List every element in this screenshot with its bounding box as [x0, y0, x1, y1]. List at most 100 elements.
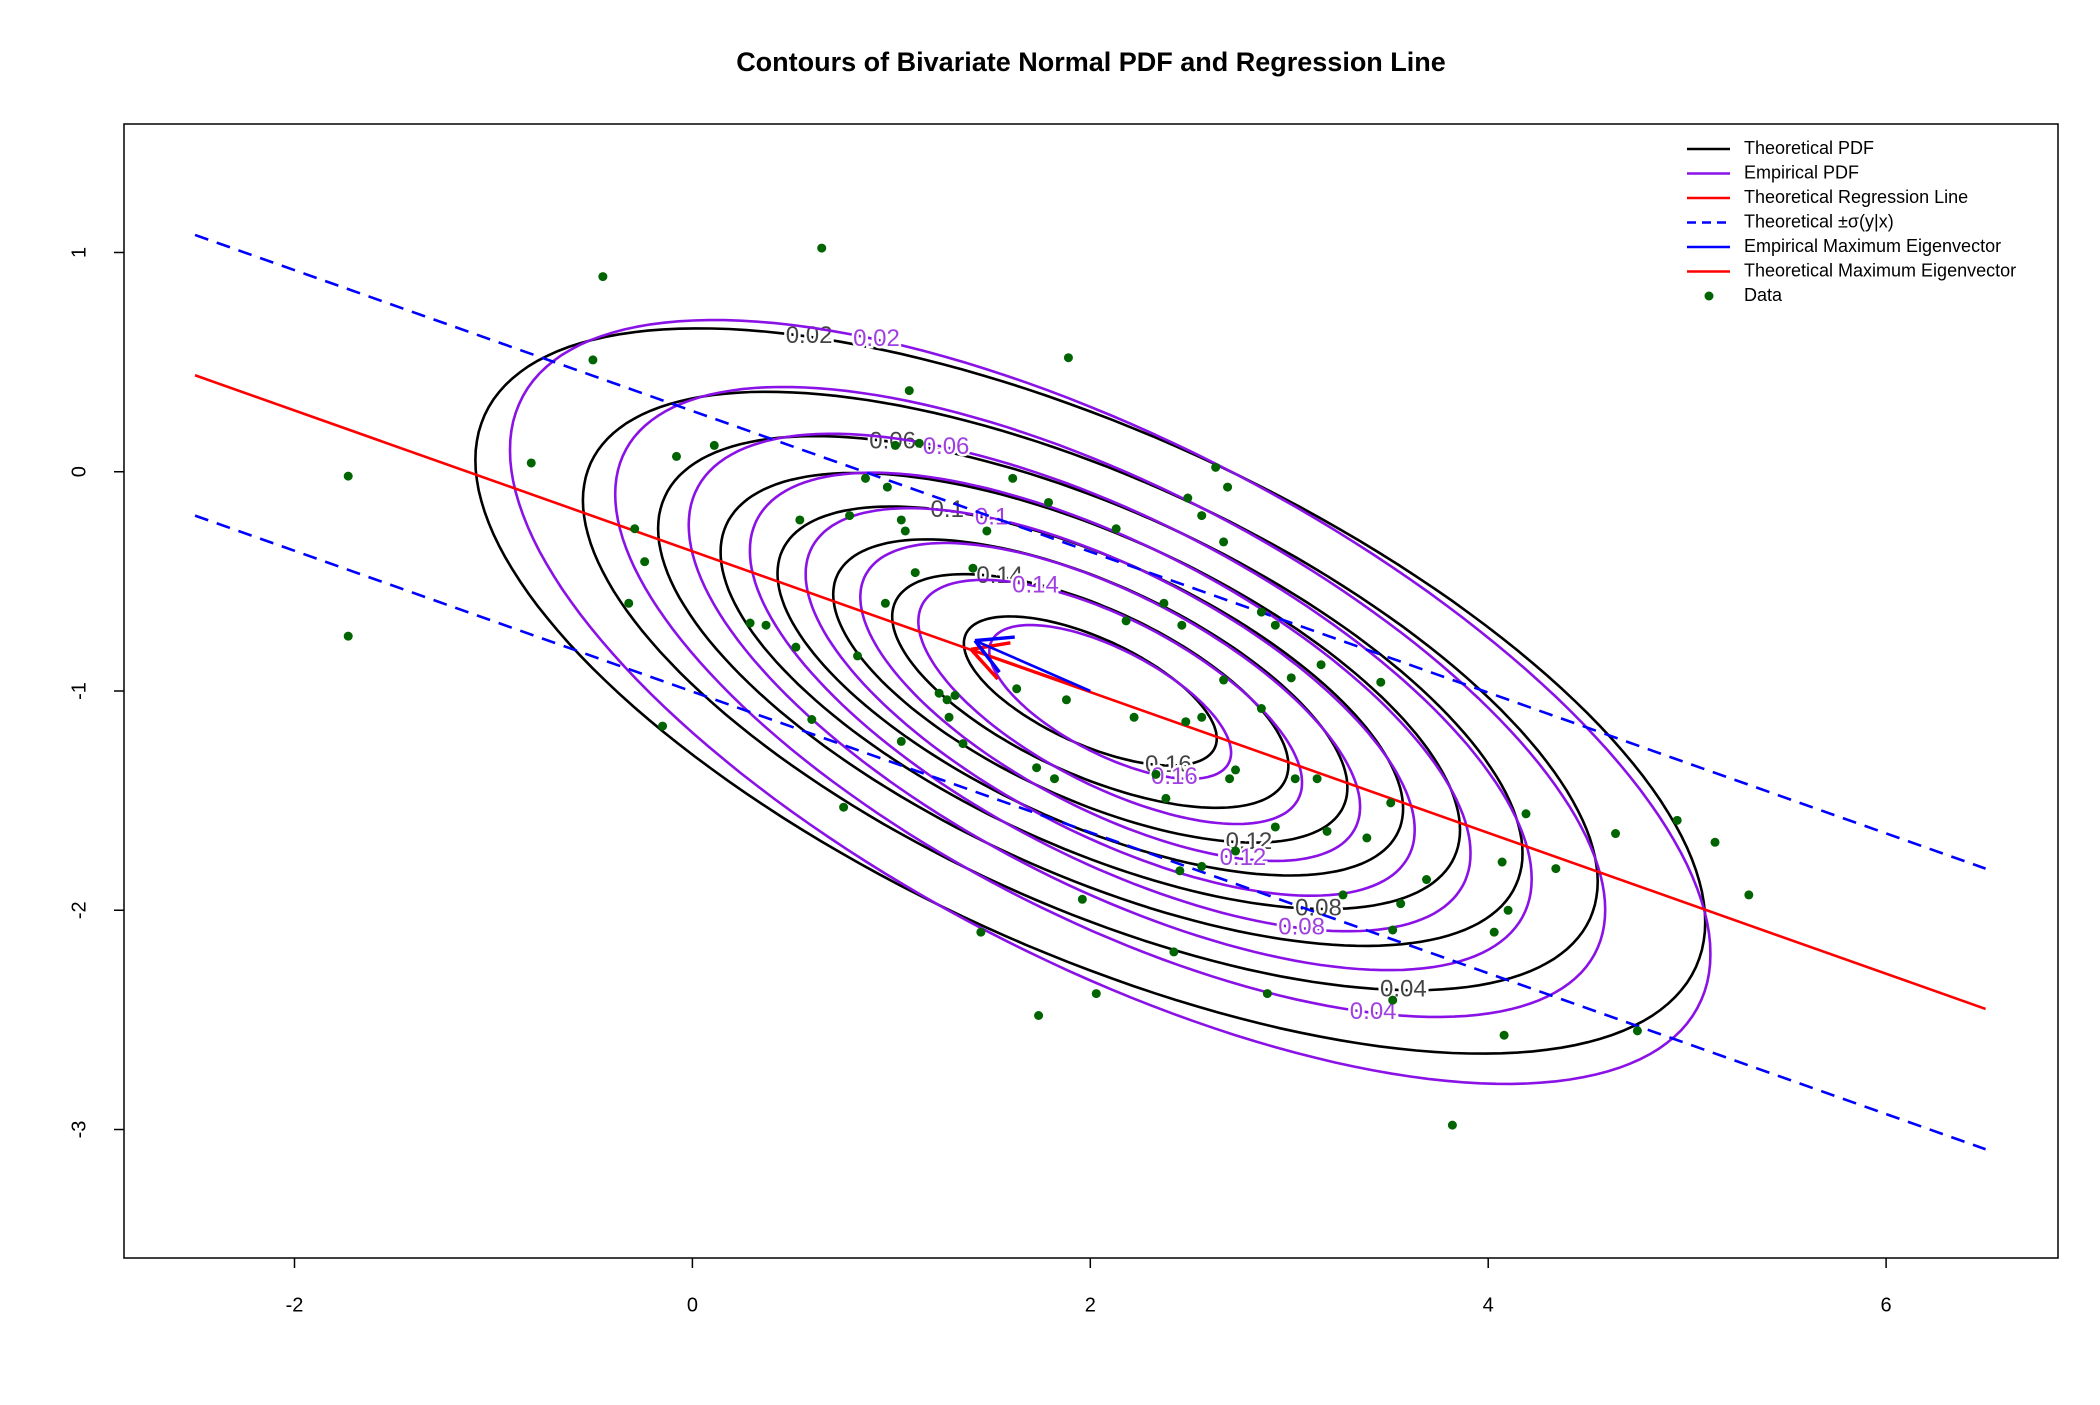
data-point — [1181, 717, 1191, 727]
legend-label: Empirical PDF — [1744, 162, 1859, 182]
data-point — [890, 440, 900, 450]
data-point — [1503, 905, 1513, 915]
data-point — [896, 736, 906, 746]
data-point — [1521, 809, 1531, 819]
chart-title: Contours of Bivariate Normal PDF and Reg… — [736, 47, 1446, 77]
data-point — [1032, 763, 1042, 773]
contour-line — [748, 471, 1472, 933]
data-point — [1270, 620, 1280, 630]
data-point — [343, 631, 353, 641]
data-point — [624, 598, 634, 608]
contour-line — [719, 471, 1462, 911]
contour-label: 0.1 — [975, 503, 1008, 530]
contour-label: 0.04 — [1380, 975, 1427, 1002]
x-tick-label: -2 — [286, 1294, 304, 1316]
data-point — [1231, 846, 1241, 856]
plot-area: 0.020.040.060.080.10.120.140.160.020.040… — [194, 233, 1987, 1151]
contour-label: 0.02 — [853, 325, 900, 352]
data-point — [761, 620, 771, 630]
contour-line — [474, 327, 1707, 1055]
contour-label: 0.14 — [1012, 571, 1059, 598]
data-point — [588, 355, 598, 365]
x-tick-label: 2 — [1085, 1294, 1096, 1316]
data-point — [658, 721, 668, 731]
data-point — [1012, 684, 1022, 694]
data-point — [1270, 822, 1280, 832]
data-point — [1169, 947, 1179, 957]
contour-line — [656, 434, 1524, 948]
data-point — [1497, 857, 1507, 867]
data-point — [958, 739, 968, 749]
data-point — [1322, 826, 1332, 836]
data-point — [904, 386, 914, 396]
y-tick-label: 0 — [68, 466, 90, 477]
data-point — [1223, 482, 1233, 492]
data-point — [795, 515, 805, 525]
legend-label: Theoretical Regression Line — [1744, 187, 1968, 207]
x-tick-label: 4 — [1483, 1294, 1494, 1316]
data-point — [1183, 493, 1193, 503]
data-point — [343, 471, 353, 481]
data-point — [944, 712, 954, 722]
arrow-head — [969, 648, 1000, 681]
contour-label: 0.04 — [1350, 998, 1397, 1025]
data-point — [1447, 1120, 1457, 1130]
contour-label: 0.12 — [1220, 844, 1267, 871]
legend-label: Theoretical PDF — [1744, 138, 1874, 158]
data-point — [1211, 462, 1221, 472]
data-point — [1219, 537, 1229, 547]
data-point — [791, 642, 801, 652]
contour-line — [831, 538, 1349, 844]
data-point — [934, 688, 944, 698]
arrow-head — [974, 635, 1015, 643]
data-point — [817, 243, 827, 253]
sigma-line — [194, 514, 1987, 1151]
data-point — [1396, 899, 1406, 909]
data-point — [910, 568, 920, 578]
data-point — [1159, 598, 1169, 608]
sigma-line — [194, 233, 1987, 870]
eigenvector-arrow — [974, 639, 1091, 693]
data-point — [1061, 695, 1071, 705]
arrow-head — [973, 639, 1001, 674]
data-point — [1376, 677, 1386, 687]
data-point — [839, 802, 849, 812]
data-point — [853, 651, 863, 661]
data-point — [1197, 511, 1207, 521]
data-point — [1316, 660, 1326, 670]
data-point — [1710, 837, 1720, 847]
data-point — [1338, 890, 1348, 900]
data-point — [1129, 712, 1139, 722]
data-point — [1422, 875, 1432, 885]
legend-label: Data — [1744, 285, 1783, 305]
data-point — [709, 440, 719, 450]
data-point — [630, 524, 640, 534]
contour-label: 0.06 — [923, 433, 970, 460]
data-point — [1225, 774, 1235, 784]
data-point — [968, 563, 978, 573]
data-point — [976, 927, 986, 937]
contour-line — [776, 505, 1405, 877]
contour-label: 0.14 — [976, 562, 1023, 589]
data-point — [896, 515, 906, 525]
x-tick-label: 0 — [687, 1294, 698, 1316]
data-point — [598, 272, 608, 282]
data-point — [1744, 890, 1754, 900]
y-tick-label: -1 — [68, 682, 90, 700]
legend-label: Theoretical Maximum Eigenvector — [1744, 260, 2016, 280]
data-point — [1256, 704, 1266, 714]
data-point — [1290, 774, 1300, 784]
data-point — [1034, 1011, 1044, 1021]
contour-label: 0.08 — [1278, 914, 1325, 941]
data-point — [1044, 497, 1054, 507]
data-point — [1219, 675, 1229, 685]
contour-line — [804, 506, 1417, 897]
contour-line — [581, 390, 1600, 992]
data-point — [1121, 616, 1131, 626]
data-point — [860, 473, 870, 483]
data-point — [1388, 925, 1398, 935]
data-point — [1063, 353, 1073, 363]
legend-label: Theoretical ±σ(y|x) — [1744, 211, 1894, 231]
data-point — [1551, 864, 1561, 874]
